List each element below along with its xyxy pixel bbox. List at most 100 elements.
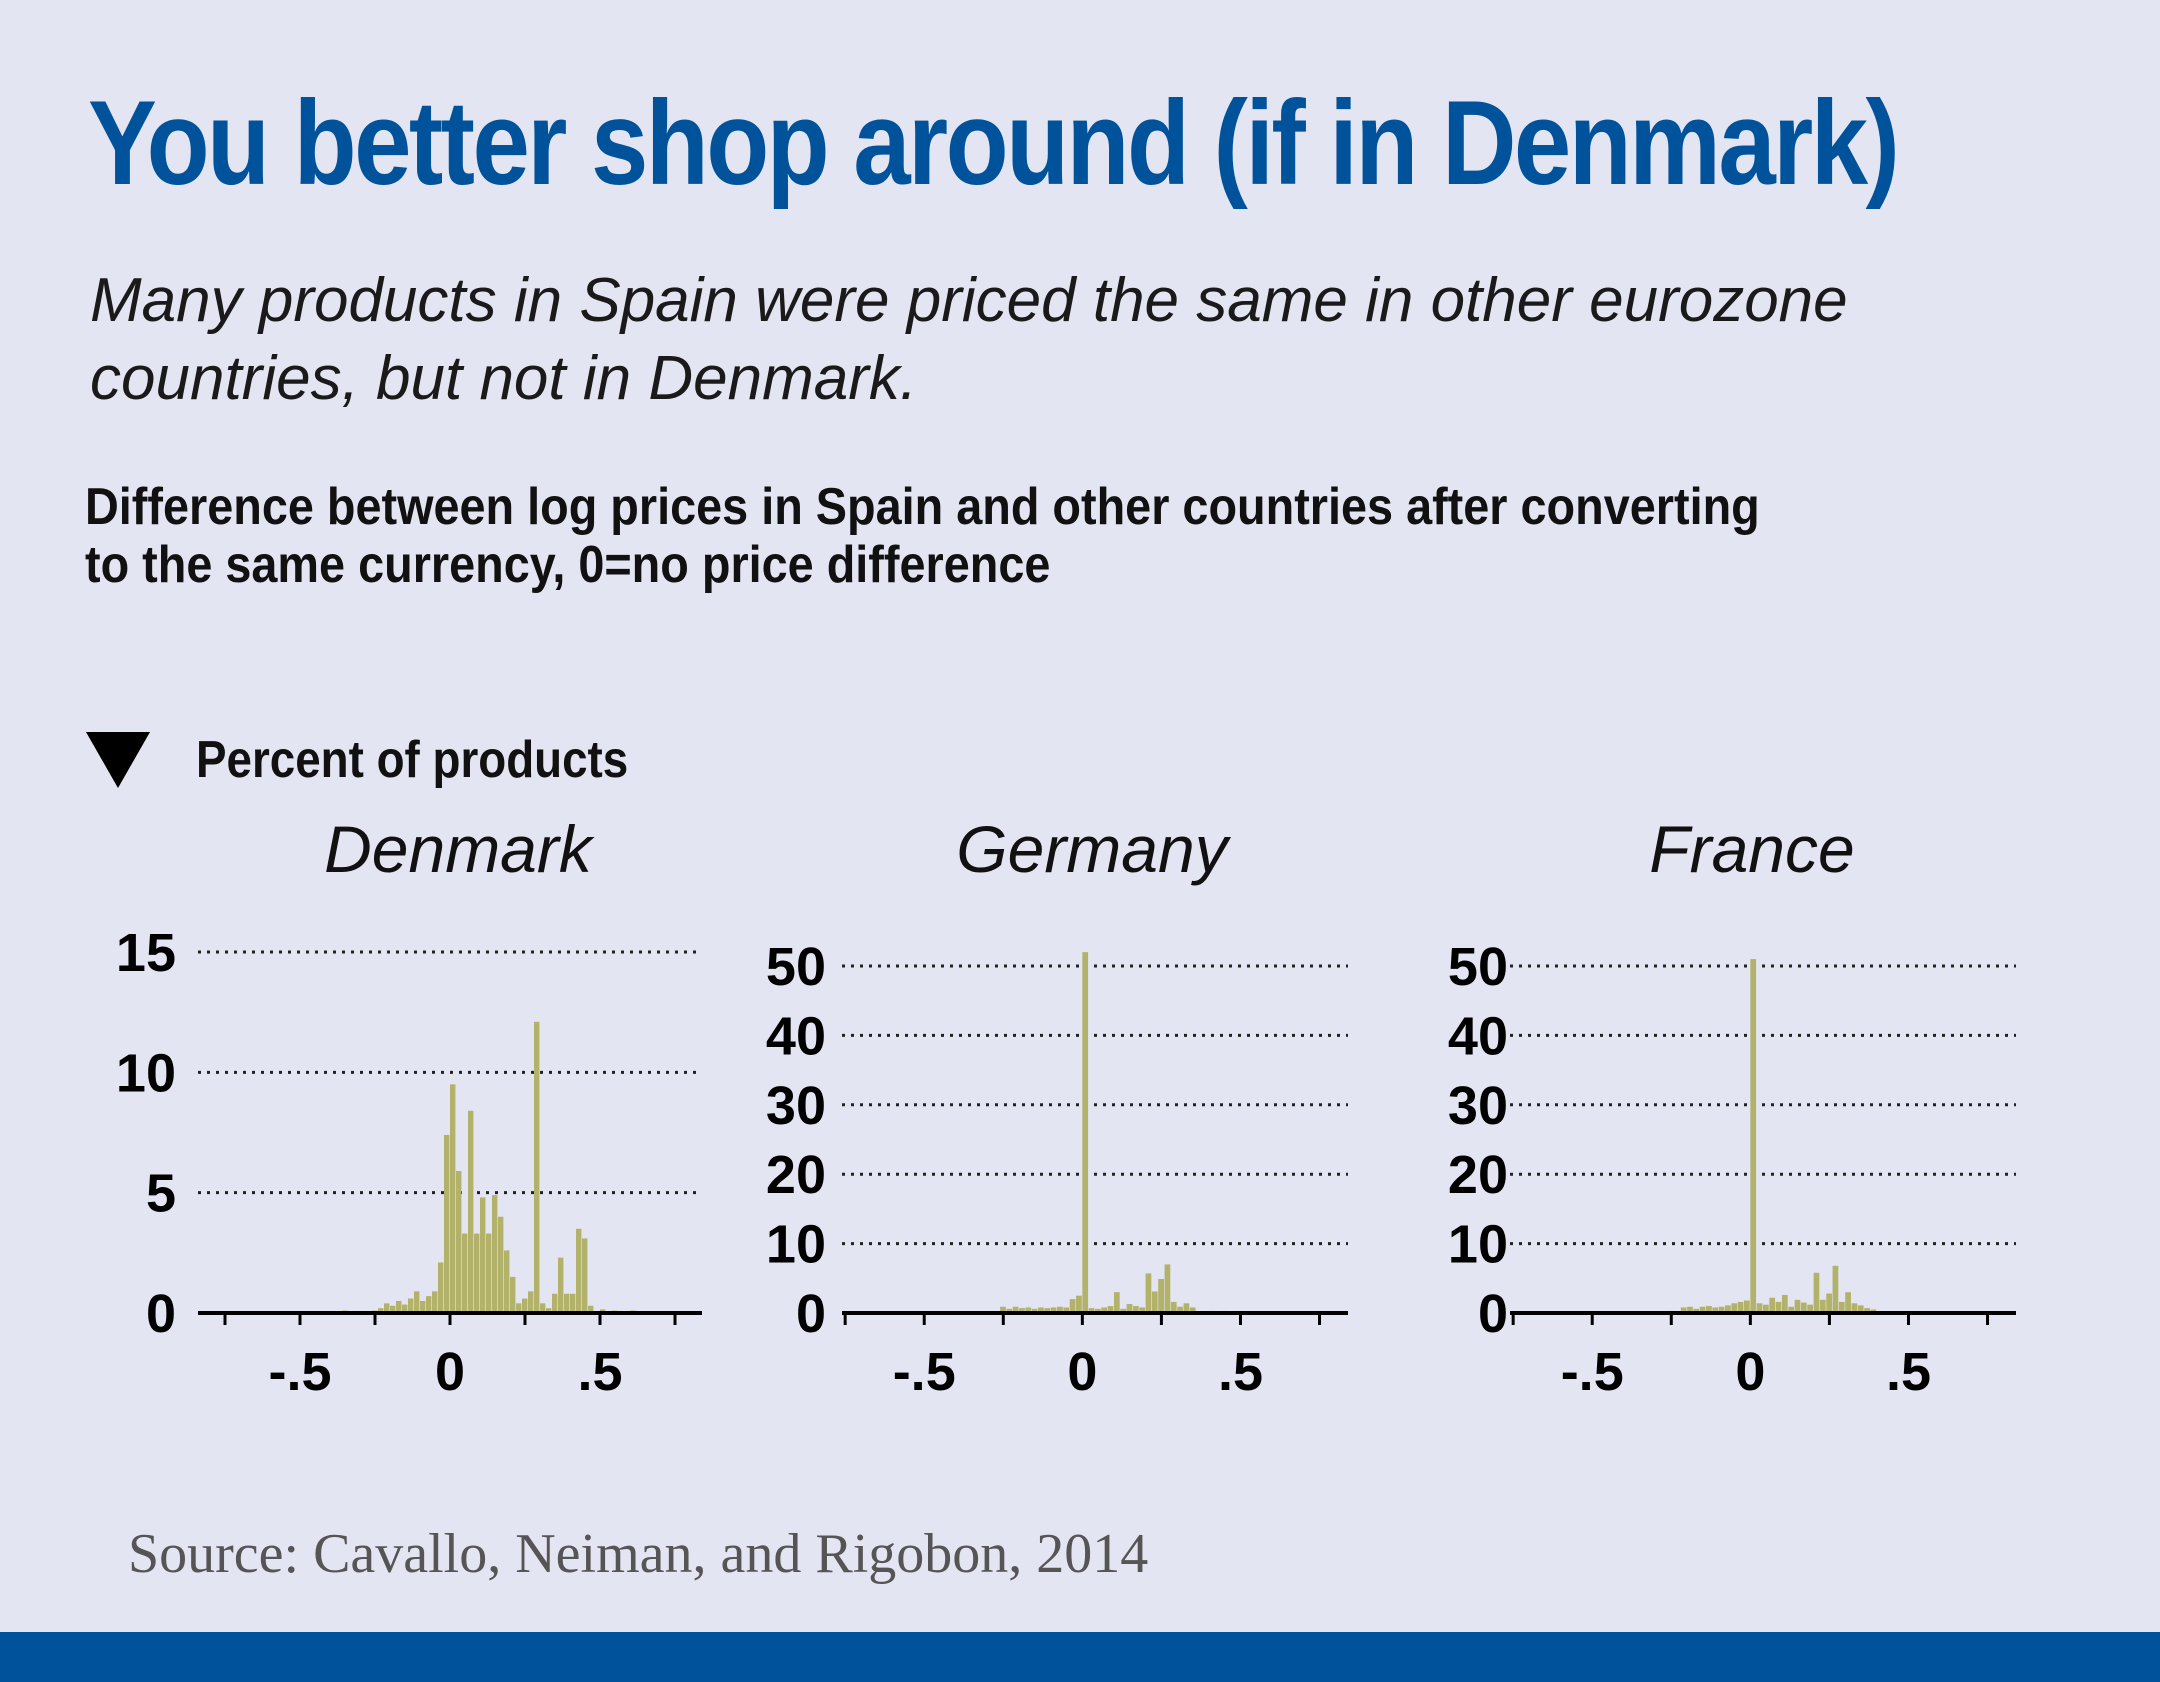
denmark-histogram-bar <box>528 1291 534 1313</box>
germany-y-tick-label: 50 <box>766 937 826 997</box>
france-y-tick-label: 20 <box>1448 1145 1508 1205</box>
france-histogram-bar <box>1737 1301 1744 1313</box>
germany-histogram-bar <box>1006 1308 1013 1313</box>
denmark-histogram-bar <box>534 1021 540 1313</box>
denmark-histogram-bar <box>444 1134 450 1313</box>
germany-histogram-bar <box>1031 1308 1038 1313</box>
denmark-histogram-bar <box>402 1304 408 1313</box>
france-chart-title: France <box>1649 812 1854 886</box>
france-histogram-bar <box>1731 1303 1738 1313</box>
france-x-tick-label: .5 <box>1886 1342 1931 1402</box>
germany-histogram-bar <box>1158 1278 1164 1313</box>
denmark-x-tick-label: 0 <box>435 1342 465 1402</box>
denmark-histogram-bar <box>384 1303 390 1313</box>
denmark-histogram-bar <box>432 1291 438 1313</box>
germany-histogram-bar <box>1063 1307 1070 1313</box>
y-axis-label: Percent of products <box>86 730 688 790</box>
denmark-histogram-bar <box>480 1197 486 1313</box>
france-histogram-bar <box>1832 1265 1839 1313</box>
denmark-y-tick-label: 10 <box>116 1043 176 1103</box>
germany-histogram-bar <box>1025 1307 1032 1313</box>
germany-chart-title: Germany <box>956 812 1231 886</box>
germany-histogram-bar <box>1164 1264 1171 1313</box>
france-y-tick-label: 0 <box>1478 1284 1508 1344</box>
france-histogram-bar <box>1788 1306 1795 1313</box>
germany-histogram-bar <box>1069 1299 1076 1313</box>
germany-histogram-bar <box>1019 1308 1025 1313</box>
germany-histogram-bar <box>1050 1307 1057 1313</box>
denmark-histogram-bar <box>522 1298 528 1313</box>
germany-histogram-bar <box>1126 1303 1133 1313</box>
france-histogram-bar <box>1763 1304 1769 1313</box>
germany-histogram-bar <box>1000 1306 1006 1313</box>
denmark-histogram-bar <box>558 1257 564 1313</box>
germany-histogram-bar <box>1101 1307 1108 1313</box>
france-histogram-bar <box>1794 1299 1801 1313</box>
germany-histogram-bar <box>1189 1307 1196 1313</box>
germany-histogram-bar <box>1132 1306 1139 1313</box>
france-histogram-bar <box>1769 1297 1776 1313</box>
france-histogram-bar <box>1813 1272 1820 1313</box>
denmark-histogram-bar <box>486 1233 492 1313</box>
france-histogram-bar <box>1807 1304 1813 1313</box>
france-y-tick-label: 50 <box>1448 937 1508 997</box>
france-histogram-bar <box>1781 1294 1788 1313</box>
france-histogram-bar <box>1756 1303 1763 1313</box>
subtitle: Many products in Spain were priced the s… <box>90 266 1848 413</box>
denmark-histogram-bar <box>552 1293 558 1313</box>
germany-histogram-bar <box>1076 1295 1082 1313</box>
y-axis-label-text: Percent of products <box>196 731 629 789</box>
denmark-histogram-bar <box>516 1303 522 1313</box>
denmark-histogram-bar <box>498 1216 504 1313</box>
germany-histogram-bar <box>1120 1308 1127 1313</box>
source-note: Source: Cavallo, Neiman, and Rigobon, 20… <box>128 1523 1149 1585</box>
france-x-tick-label: -.5 <box>1561 1342 1624 1402</box>
germany-histogram-bar <box>1038 1307 1044 1313</box>
france-histogram-bar <box>1750 959 1757 1313</box>
france-histogram-bar <box>1680 1307 1687 1313</box>
denmark-histogram-bar <box>462 1233 468 1313</box>
france-histogram-bar <box>1775 1301 1782 1313</box>
france-y-tick-label: 10 <box>1448 1215 1508 1275</box>
denmark-chart-title: Denmark <box>324 812 595 886</box>
germany-histogram-bar <box>1107 1306 1114 1313</box>
germany-y-tick-label: 10 <box>766 1215 826 1275</box>
germany-histogram-bar <box>1113 1292 1120 1313</box>
france-histogram-bar <box>1851 1303 1858 1313</box>
denmark-histogram-bar <box>504 1250 510 1313</box>
chart-description: Difference between log prices in Spain a… <box>85 478 1760 594</box>
france-histogram-bar <box>1800 1302 1807 1313</box>
denmark-y-tick-label: 0 <box>146 1284 176 1344</box>
germany-histogram-bar <box>1012 1306 1019 1313</box>
denmark-histogram-bar <box>396 1300 402 1313</box>
france-histogram-bar <box>1845 1292 1851 1313</box>
germany-histogram-bar <box>1095 1308 1101 1313</box>
denmark-histogram-bar <box>408 1298 414 1313</box>
france-histogram-bar <box>1706 1306 1712 1313</box>
denmark-histogram-bar <box>456 1171 462 1313</box>
germany-histogram-bar <box>1183 1303 1190 1313</box>
france-histogram-bar <box>1699 1306 1706 1313</box>
denmark-x-tick-label: -.5 <box>268 1342 331 1402</box>
france-histogram-bar <box>1819 1299 1826 1313</box>
denmark-histogram-bar <box>420 1300 426 1313</box>
germany-x-tick-label: .5 <box>1218 1342 1263 1402</box>
denmark-x-tick-label: .5 <box>577 1342 622 1402</box>
germany-histogram-bar <box>1151 1291 1158 1313</box>
denmark-y-tick-label: 5 <box>146 1164 176 1224</box>
denmark-histogram-bar <box>450 1084 456 1313</box>
denmark-histogram-bar <box>468 1110 474 1313</box>
france-histogram-bar <box>1744 1300 1750 1313</box>
denmark-histogram-bar <box>390 1305 396 1313</box>
denmark-histogram-bar <box>378 1308 384 1313</box>
denmark-histogram-bar <box>546 1308 552 1313</box>
page-title: You better shop around (if in Denmark) <box>88 76 1900 210</box>
down-triangle-icon <box>86 732 150 788</box>
denmark-histogram-bar <box>426 1296 432 1313</box>
germany-histogram-bar <box>1044 1308 1051 1313</box>
denmark-y-tick-label: 15 <box>116 923 176 983</box>
france-y-tick-label: 30 <box>1448 1076 1508 1136</box>
denmark-histogram-bar <box>576 1228 582 1313</box>
germany-x-tick-label: -.5 <box>893 1342 956 1402</box>
